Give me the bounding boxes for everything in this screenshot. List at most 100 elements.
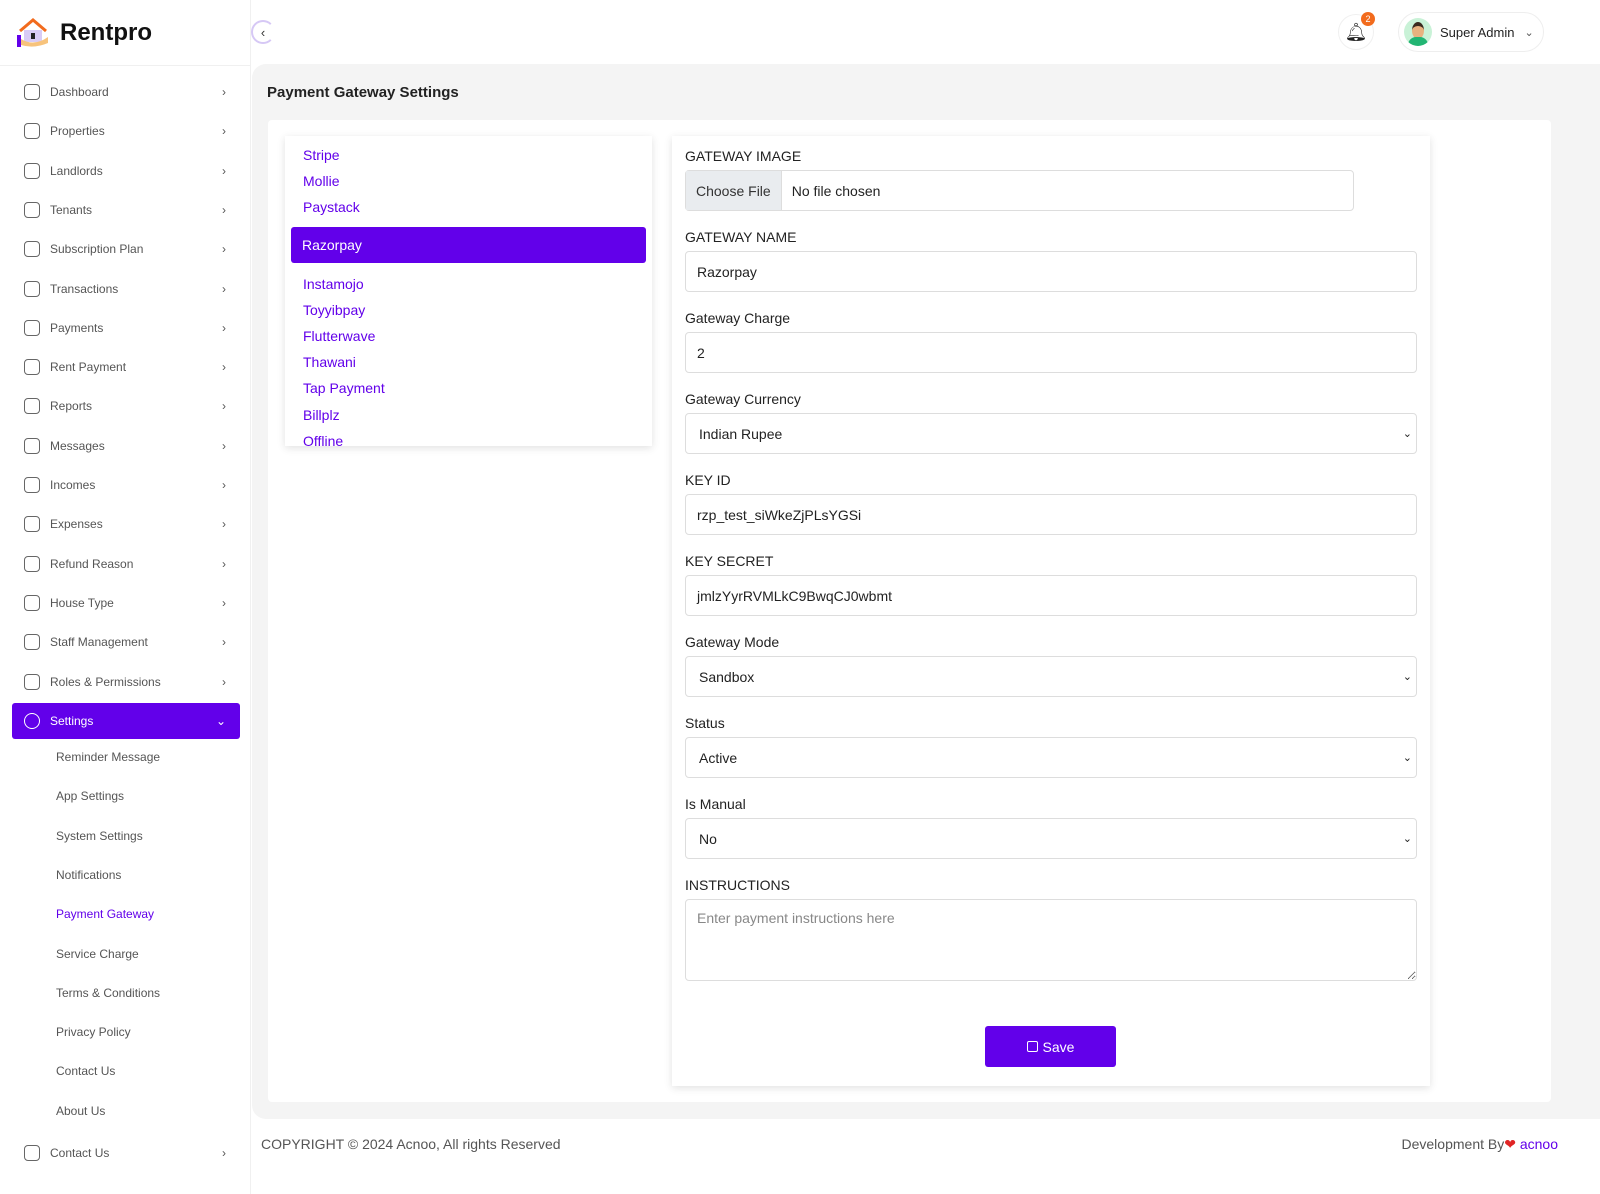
gateway-name-label: GATEWAY NAME <box>685 229 797 245</box>
gateway-link-offline[interactable]: Offline <box>303 432 344 449</box>
sidebar-subitem-service-charge[interactable]: Service Charge <box>56 946 139 961</box>
gateway-currency-select[interactable]: Indian Rupee ⌄ <box>685 413 1417 454</box>
save-label: Save <box>1042 1038 1075 1055</box>
sidebar-item-staff-management[interactable]: Staff Management › <box>12 624 240 660</box>
settings-card: Stripe Mollie Paystack Razorpay Instamojo Toy… <box>268 120 1551 1102</box>
sidebar-subitem-privacy-policy[interactable]: Privacy Policy <box>56 1025 131 1040</box>
save-button[interactable]: Save <box>985 1026 1116 1067</box>
gateway-link-thawani[interactable]: Thawani <box>303 354 356 371</box>
key-id-input[interactable]: rzp_test_siWkeZjPLsYGSi <box>685 494 1417 535</box>
gear-icon <box>24 712 40 729</box>
sidebar-item-transactions[interactable]: Transactions › <box>12 271 240 307</box>
developer-link[interactable]: acnoo <box>1519 1136 1558 1152</box>
notification-badge: 2 <box>1361 12 1375 26</box>
users-icon <box>24 162 40 179</box>
chevron-right-icon: › <box>222 517 226 532</box>
receipt-icon <box>24 280 40 297</box>
page-title: Payment Gateway Settings <box>267 84 459 101</box>
chevron-down-icon: ⌄ <box>215 713 226 728</box>
gateway-link-mollie[interactable]: Mollie <box>303 173 340 190</box>
sidebar-item-tenants[interactable]: Tenants › <box>12 192 240 228</box>
sidebar-item-properties[interactable]: Properties › <box>12 113 240 149</box>
sidebar-item-messages[interactable]: Messages › <box>12 428 240 464</box>
home-icon <box>24 84 40 100</box>
sidebar-item-house-type[interactable]: House Type › <box>12 585 240 621</box>
instructions-textarea[interactable] <box>685 899 1417 981</box>
sidebar-subitem-about-us[interactable]: About Us <box>56 1103 106 1118</box>
sidebar-subitem-contact-us[interactable]: Contact Us <box>56 1064 116 1079</box>
logo[interactable]: Rentpro <box>0 0 250 66</box>
status-select[interactable]: Active ⌄ <box>685 737 1417 778</box>
sidebar-item-label: Messages <box>50 438 105 453</box>
sidebar-subitem-terms-and-conditions[interactable]: Terms & Conditions <box>56 985 161 1000</box>
developer-credit: Development By❤ acnoo <box>1402 1136 1559 1153</box>
chevron-down-icon: ⌄ <box>1402 428 1412 440</box>
users-icon <box>24 201 40 218</box>
sidebar-subitem-app-settings[interactable]: App Settings <box>56 789 125 804</box>
file-status: No file chosen <box>791 182 881 199</box>
gateway-link-billplz[interactable]: Billplz <box>303 406 340 423</box>
user-menu[interactable]: Super Admin ⌄ <box>1398 12 1544 52</box>
gateway-image-input[interactable]: Choose File No file chosen <box>685 170 1354 211</box>
gateway-link-toyyibpay[interactable]: Toyyibpay <box>303 301 366 318</box>
sidebar-item-label: Contact Us <box>50 1146 110 1160</box>
gateway-link-flutterwave[interactable]: Flutterwave <box>303 328 376 344</box>
chevron-right-icon: › <box>222 674 226 689</box>
sidebar-item-subscription-plan[interactable]: Subscription Plan › <box>12 231 240 267</box>
staff-icon <box>24 634 40 651</box>
sidebar-item-incomes[interactable]: Incomes › <box>12 467 240 503</box>
heart-icon: ❤ <box>1504 1136 1516 1152</box>
sidebar-item-roles-and-permissions[interactable]: Roles & Permissions › <box>12 664 240 700</box>
sidebar-subitem-system-settings[interactable]: System Settings <box>56 828 143 843</box>
sidebar-item-landlords[interactable]: Landlords › <box>12 153 240 189</box>
sidebar-item-label: Settings <box>50 713 94 728</box>
mode-value: Sandbox <box>699 668 755 685</box>
sidebar-item-contact-us[interactable]: Contact Us › <box>12 1135 240 1171</box>
sidebar-item-rent-payment[interactable]: Rent Payment › <box>12 349 240 385</box>
sidebar-item-dashboard[interactable]: Dashboard › <box>12 74 240 110</box>
chevron-right-icon: › <box>222 85 226 99</box>
sidebar-item-label: Transactions <box>50 281 119 296</box>
gateway-link-tap-payment[interactable]: Tap Payment <box>303 380 385 397</box>
status-label: Status <box>685 715 725 731</box>
chevron-right-icon: › <box>222 438 226 453</box>
chevron-right-icon: › <box>222 635 226 650</box>
message-icon <box>24 437 40 454</box>
sidebar-item-label: Subscription Plan <box>50 242 144 257</box>
sidebar-subitem-notifications[interactable]: Notifications <box>56 867 122 882</box>
gateway-mode-select[interactable]: Sandbox ⌄ <box>685 656 1417 697</box>
sidebar: Rentpro Dashboard › Properties › Landlords › T… <box>0 0 251 1194</box>
sidebar-subitem-reminder-message[interactable]: Reminder Message <box>56 750 161 764</box>
is-manual-select[interactable]: No ⌄ <box>685 818 1417 859</box>
sidebar-item-reports[interactable]: Reports › <box>12 388 240 424</box>
gateway-link-stripe[interactable]: Stripe <box>303 147 340 163</box>
chevron-down-icon: ⌄ <box>1402 833 1412 845</box>
sidebar-item-label: Staff Management <box>50 635 148 650</box>
chevron-down-icon: ⌄ <box>1402 752 1412 764</box>
gateway-image-label: GATEWAY IMAGE <box>685 148 802 164</box>
sidebar-subitem-payment-gateway[interactable]: Payment Gateway <box>56 907 155 922</box>
key-secret-input[interactable]: jmlzYyrRVMLkC9BwqCJ0wbmt <box>685 575 1417 616</box>
sidebar-item-expenses[interactable]: Expenses › <box>12 506 240 542</box>
report-icon <box>24 398 40 415</box>
contact-icon <box>24 1145 40 1161</box>
sidebar-item-payments[interactable]: Payments › <box>12 310 240 346</box>
logo-icon <box>17 17 48 47</box>
sidebar-item-label: Expenses <box>50 517 103 532</box>
gateway-name-input[interactable]: Razorpay <box>685 251 1417 292</box>
gateway-link-instamojo[interactable]: Instamojo <box>303 275 364 292</box>
gateway-list: Stripe Mollie Paystack Razorpay Instamojo Toy… <box>285 136 652 449</box>
sidebar-item-settings[interactable]: Settings ⌄ <box>12 702 240 739</box>
gateway-charge-input[interactable]: 2 <box>685 332 1417 373</box>
sidebar-item-label: Refund Reason <box>50 556 134 571</box>
collapse-sidebar-button[interactable]: ‹ <box>251 20 275 44</box>
notification-button[interactable]: 🔔︎ <box>1338 14 1374 50</box>
gateway-link-razorpay[interactable]: Razorpay <box>291 226 646 263</box>
choose-file-button[interactable]: Choose File <box>686 171 782 210</box>
sidebar-item-refund-reason[interactable]: Refund Reason › <box>12 546 240 582</box>
chevron-right-icon: › <box>222 124 226 139</box>
key-secret-label: KEY SECRET <box>685 553 774 569</box>
chevron-right-icon: › <box>222 281 226 296</box>
currency-value: Indian Rupee <box>699 425 783 442</box>
gateway-link-paystack[interactable]: Paystack <box>303 199 360 216</box>
